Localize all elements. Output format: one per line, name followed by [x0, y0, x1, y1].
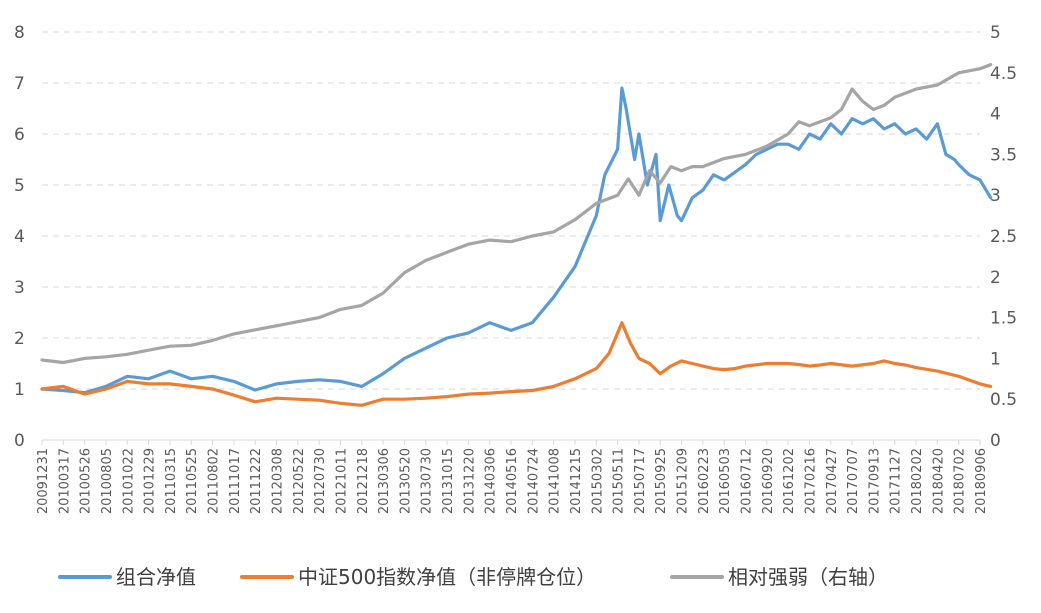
- series-line-0: [40, 86, 993, 395]
- x-tick-label: 20101022: [121, 448, 136, 514]
- x-tick-label: 20120522: [292, 448, 307, 514]
- left-y-tick-label: 1: [14, 380, 25, 400]
- x-tick-label: 20111222: [249, 448, 264, 514]
- x-tick-label: 20110802: [207, 448, 222, 514]
- x-tick-label: 20180420: [931, 448, 946, 514]
- right-y-tick-label: 2: [990, 268, 1001, 288]
- x-tick-label: 20150511: [612, 448, 627, 514]
- right-y-tick-label: 5: [990, 23, 1001, 43]
- legend: 组合净值 中证500指数净值（非停牌仓位） 相对强弱（右轴）: [58, 565, 888, 589]
- x-tick-label: 20140306: [484, 448, 499, 514]
- x-tick-label: 20110525: [185, 448, 200, 514]
- x-tick-label: 20170707: [846, 448, 861, 514]
- left-y-tick-label: 5: [14, 176, 25, 196]
- x-tick-label: 20150717: [633, 448, 648, 514]
- x-tick-label: 20140516: [505, 448, 520, 514]
- axes: 0 1 2 3 4 5 6 7 8 0 0.5 1 1.5 2 2.5 3 3.5 4 4.5 5 20091231 20…: [14, 23, 1017, 514]
- legend-label-0: 组合净值: [116, 565, 196, 589]
- right-y-tick-label: 3.5: [990, 145, 1017, 165]
- x-tick-label: 20100805: [100, 448, 115, 514]
- left-y-tick-label: 0: [14, 431, 25, 451]
- left-y-tick-label: 7: [14, 74, 25, 94]
- right-y-tick-label: 3: [990, 186, 1001, 206]
- x-tick-label: 20160920: [761, 448, 776, 514]
- x-tick-label: 20130730: [420, 448, 435, 514]
- x-tick-label: 20180906: [974, 448, 989, 514]
- left-y-tick-label: 3: [14, 278, 25, 298]
- right-y-tick-label: 4.5: [990, 64, 1017, 84]
- left-y-tick-label: 8: [14, 23, 25, 43]
- x-tick-label: 20170427: [825, 448, 840, 514]
- x-tick-label: 20121218: [356, 448, 371, 514]
- right-y-tick-label: 1.5: [990, 309, 1017, 329]
- gridlines: [42, 31, 980, 390]
- x-tick-label: 20141215: [569, 448, 584, 514]
- x-tick-label: 20130520: [398, 448, 413, 514]
- x-tick-label: 20140724: [526, 448, 541, 514]
- x-tick-label: 20121011: [334, 448, 349, 514]
- x-tick-label: 20151209: [676, 448, 691, 514]
- right-y-tick-label: 2.5: [990, 227, 1017, 247]
- x-tick-label: 20161202: [782, 448, 797, 514]
- x-tick-label: 20180202: [910, 448, 925, 514]
- x-tick-label: 20171127: [889, 448, 904, 514]
- right-y-tick-label: 1: [990, 349, 1001, 369]
- right-y-tick-label: 0.5: [990, 390, 1017, 410]
- x-tick-label: 20160712: [740, 448, 755, 514]
- x-tick-label: 20101229: [143, 448, 158, 514]
- x-tick-label: 20100317: [57, 448, 72, 514]
- x-tick-label: 20150925: [654, 448, 669, 514]
- left-y-tick-label: 6: [14, 125, 25, 145]
- x-tick-label: 20130306: [377, 448, 392, 514]
- right-y-tick-label: 0: [990, 431, 1001, 451]
- right-y-tick-label: 4: [990, 105, 1001, 125]
- x-tick-label: 20111017: [228, 448, 243, 514]
- series-line-1: [40, 321, 993, 407]
- x-tick-label: 20110315: [164, 448, 179, 514]
- x-tick-label: 20120730: [313, 448, 328, 514]
- x-tick-label: 20091231: [36, 448, 51, 514]
- x-tick-label: 20180702: [953, 448, 968, 514]
- x-tick-label: 20131015: [441, 448, 456, 514]
- legend-label-1: 中证500指数净值（非停牌仓位）: [298, 565, 596, 589]
- series-lines: [40, 62, 993, 407]
- legend-label-2: 相对强弱（右轴）: [728, 565, 888, 589]
- left-y-tick-label: 2: [14, 329, 25, 349]
- x-tick-label: 20131220: [462, 448, 477, 514]
- x-tick-label: 20170913: [867, 448, 882, 514]
- series-line-2: [40, 62, 993, 365]
- x-tick-label: 20150302: [590, 448, 605, 514]
- x-tick-label: 20170216: [803, 448, 818, 514]
- x-tick-label: 20141008: [548, 448, 563, 514]
- x-tick-label: 20120308: [271, 448, 286, 514]
- left-y-tick-label: 4: [14, 227, 25, 247]
- x-tick-label: 20100526: [79, 448, 94, 514]
- x-tick-label: 20160223: [697, 448, 712, 514]
- x-tick-label: 20160503: [718, 448, 733, 514]
